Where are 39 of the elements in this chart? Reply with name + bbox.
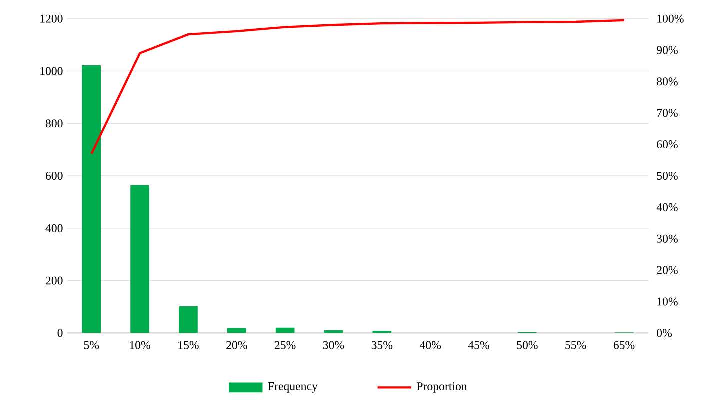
- legend-label: Frequency: [268, 382, 318, 394]
- x-tick-label: 40%: [420, 341, 442, 350]
- x-tick-label: 5%: [84, 341, 100, 350]
- bar: [179, 306, 198, 334]
- y2-tick-label: 20%: [657, 266, 678, 275]
- y-tick-label: 600: [46, 172, 63, 180]
- y2-tick-label: 70%: [657, 109, 678, 118]
- x-tick-label: 30%: [323, 341, 344, 350]
- y2-tick-label: 100%: [658, 15, 684, 24]
- bar: [227, 328, 246, 334]
- bar: [324, 330, 344, 334]
- y-tick-label: 0: [58, 329, 63, 338]
- legend-label: Proportion: [416, 382, 468, 394]
- y2-tick-label: 0%: [657, 329, 672, 338]
- line-series: [90, 20, 626, 156]
- bar: [130, 186, 150, 334]
- y2-tick-label: 60%: [657, 140, 678, 149]
- y-tick-label: 1200: [40, 15, 63, 24]
- y2-tick-label: 50%: [657, 172, 678, 180]
- x-tick-label: 20%: [226, 341, 248, 350]
- x-tick-label: 50%: [517, 341, 538, 350]
- x-tick-label: 65%: [614, 341, 635, 350]
- bar: [82, 66, 102, 334]
- y2-tick-label: 40%: [656, 204, 678, 212]
- bar: [276, 328, 295, 334]
- x-tick-label: 55%: [566, 341, 586, 350]
- y-tick-label: 1000: [40, 67, 63, 76]
- x-tick-label: 35%: [372, 341, 393, 350]
- x-tick-label: 10%: [130, 341, 150, 350]
- y2-tick-label: 10%: [658, 298, 678, 306]
- y-tick-label: 800: [46, 120, 63, 128]
- y2-tick-label: 90%: [656, 46, 678, 54]
- y2-tick-label: 80%: [657, 78, 678, 86]
- y-tick-label: 400: [46, 224, 63, 233]
- x-tick-label: 15%: [178, 341, 199, 350]
- y2-tick-label: 30%: [657, 235, 678, 244]
- y-tick-label: 200: [46, 276, 63, 285]
- x-tick-label: 25%: [274, 341, 296, 350]
- x-tick-label: 45%: [468, 341, 490, 350]
